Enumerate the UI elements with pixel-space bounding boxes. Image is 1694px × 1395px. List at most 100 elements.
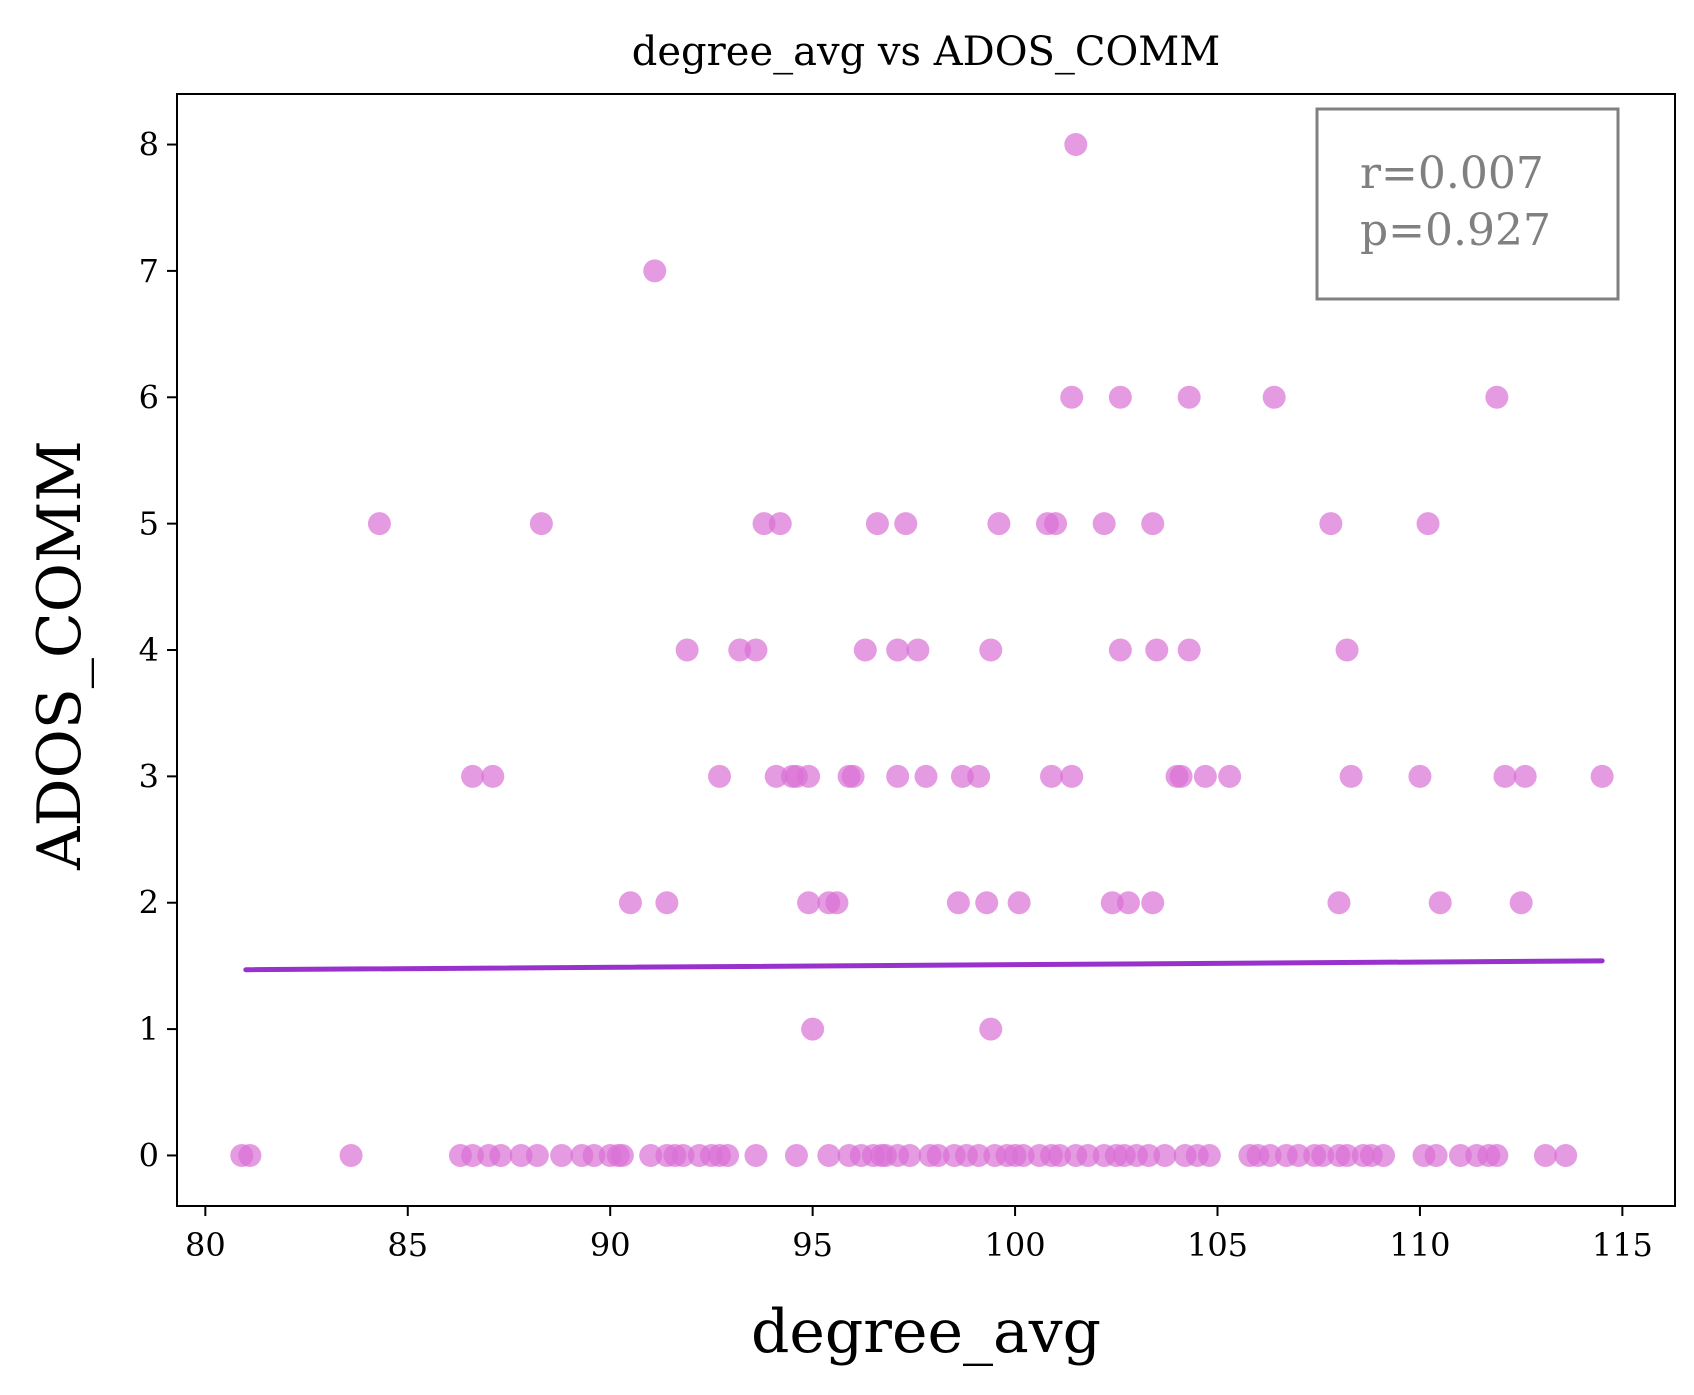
data-point [744,638,768,662]
data-point [926,1143,950,1167]
data-point [987,512,1011,536]
data-point [1177,385,1201,409]
plot-frame [176,93,1676,1207]
data-point [1145,638,1169,662]
x-tick-label: 105 [1187,1226,1248,1264]
data-point [1590,764,1614,788]
data-point [610,1143,634,1167]
correlation-r-text: r=0.007 [1360,148,1544,199]
data-point [906,638,930,662]
data-point [1141,891,1165,915]
data-point [1100,891,1124,915]
data-point [1011,1143,1035,1167]
data-point [1092,512,1116,536]
data-point [1513,764,1537,788]
data-point [914,764,938,788]
data-point [752,512,776,536]
data-point [639,1143,663,1167]
y-tick-label: 7 [139,252,159,290]
data-point [582,1143,606,1167]
data-point [1485,1143,1509,1167]
data-point [708,764,732,788]
x-tick-label: 110 [1389,1226,1450,1264]
y-tick-label: 1 [139,1010,159,1048]
data-point [1371,1143,1395,1167]
data-point [643,259,667,283]
data-point [728,638,752,662]
data-point [1554,1143,1578,1167]
data-point [1137,1143,1161,1167]
data-point [716,1143,740,1167]
data-point [1044,512,1068,536]
data-point [1169,764,1193,788]
data-point [339,1143,363,1167]
data-point [550,1143,574,1167]
y-tick-label: 8 [139,126,159,164]
x-axis: 80 85 90 95 100 105 110 115 [185,1206,1653,1264]
correlation-p-text: p=0.927 [1360,205,1551,256]
data-point [1108,638,1132,662]
data-point [1064,133,1088,157]
data-point [461,764,485,788]
data-point [1509,891,1533,915]
data-point [1286,1143,1310,1167]
stats-box [1315,107,1620,301]
y-tick-label: 3 [139,757,159,795]
data-point [1335,1143,1359,1167]
data-point [525,1143,549,1167]
y-tick-label: 4 [139,631,159,669]
data-point [1007,891,1031,915]
data-point [979,638,1003,662]
data-point [1076,1143,1100,1167]
stats-annotation: r=0.007 p=0.927 [1315,107,1620,301]
x-tick-label: 90 [590,1226,631,1264]
data-point [841,764,865,788]
y-tick-label: 2 [139,884,159,922]
x-tick-label: 115 [1592,1226,1653,1264]
data-point [817,1143,841,1167]
data-point [1177,638,1201,662]
data-point [367,512,391,536]
data-point [764,764,788,788]
data-point [1060,385,1084,409]
data-point [1319,512,1343,536]
data-point [1197,1143,1221,1167]
data-point [1060,764,1084,788]
y-tick-label: 6 [139,378,159,416]
data-point [865,512,889,536]
data-point [509,1143,533,1167]
data-point [979,1017,1003,1041]
data-point [461,1143,485,1167]
data-point [1153,1143,1177,1167]
data-point [1258,1143,1282,1167]
data-point [1428,891,1452,915]
data-point [1116,891,1140,915]
data-point [481,764,505,788]
y-axis-label: ADOS_COMM [25,440,95,871]
data-point [1448,1143,1472,1167]
data-point [1335,638,1359,662]
data-point [1339,764,1363,788]
data-point [1141,512,1165,536]
data-point [1048,1143,1072,1167]
data-point [1416,512,1440,536]
data-point [1408,764,1432,788]
data-point [797,764,821,788]
data-point [1262,385,1286,409]
y-tick-label: 5 [139,505,159,543]
y-tick-label: 0 [139,1136,159,1174]
data-point [1218,764,1242,788]
data-point [950,764,974,788]
data-point [967,764,991,788]
data-point [975,891,999,915]
data-point [894,512,918,536]
data-point [744,1143,768,1167]
data-point [1327,891,1351,915]
data-point [797,891,821,915]
data-point [768,512,792,536]
data-point [529,512,553,536]
chart-title: degree_avg vs ADOS_COMM [632,29,1220,75]
data-point [1533,1143,1557,1167]
data-point [655,891,679,915]
